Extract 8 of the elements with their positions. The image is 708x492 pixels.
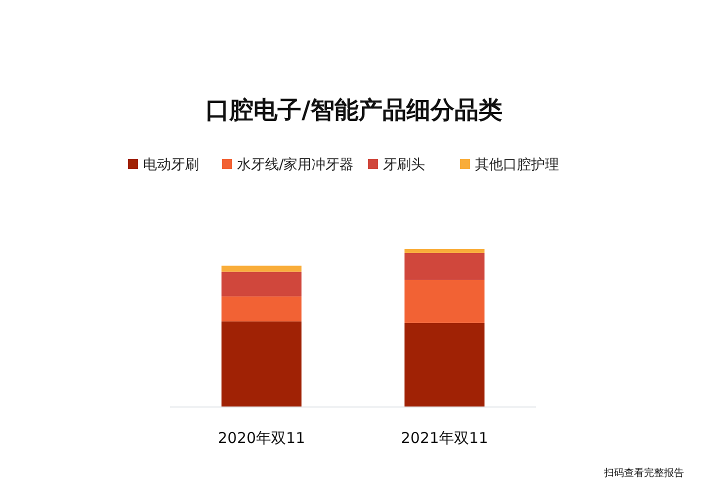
legend-label: 电动牙刷: [143, 157, 199, 173]
legend-label: 其他口腔护理: [475, 157, 559, 173]
x-tick-label: 2021年双11: [400, 429, 488, 447]
x-tick-label: 2020年双11: [218, 429, 306, 447]
legend-label: 牙刷头: [383, 157, 425, 173]
annotation: 扫码查看完整报告: [604, 468, 684, 479]
title: 口腔电子/智能产品细分品类: [206, 96, 502, 124]
legend-label: 水牙线/家用冲牙器: [237, 157, 354, 173]
